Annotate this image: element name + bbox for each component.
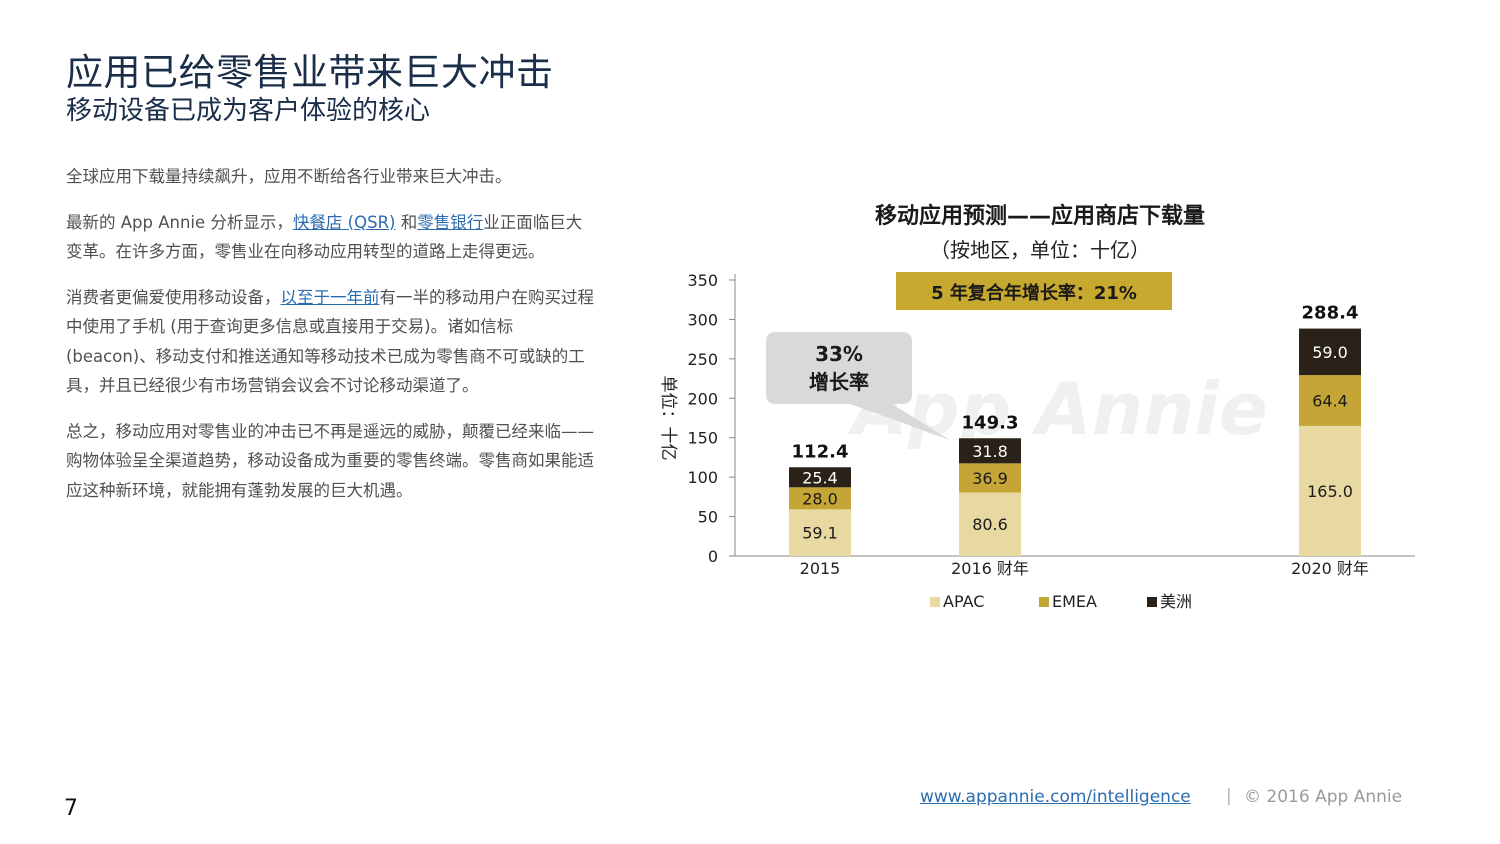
bar-segment bbox=[1299, 425, 1361, 556]
bar-value-label: 31.8 bbox=[972, 442, 1008, 461]
legend-swatch bbox=[1147, 597, 1157, 607]
footer-copyright: © 2016 App Annie bbox=[1244, 787, 1403, 807]
bar-total-label: 288.4 bbox=[1302, 303, 1359, 324]
x-tick-label: 2015 bbox=[800, 559, 841, 578]
stacked-bar-chart: App Annie 0 50 100 150 200 250 300 350 单位：十亿 2015… bbox=[658, 271, 1415, 611]
paragraph-2-text-c: 业正面临巨大变革。在许多方面，零售业在向移动应用转型的道路上走得更远。 bbox=[66, 212, 583, 262]
qsr-link[interactable]: 快餐店 (QSR) bbox=[292, 212, 396, 232]
paragraph-3-text-b: 有一半的移动用户在购买过程中使用了手机 (用于查询更多信息或直接用于交易)。诸如… bbox=[66, 287, 594, 396]
bar-segment bbox=[789, 509, 851, 556]
x-tick-label: 2020 财年 bbox=[1291, 559, 1369, 578]
growth-callout-line1: 33% bbox=[815, 342, 863, 366]
y-tick-label: 200 bbox=[687, 389, 718, 408]
bar-value-label: 59.0 bbox=[1312, 343, 1348, 362]
x-tick-label: 2016 财年 bbox=[951, 559, 1029, 578]
chart-watermark: App Annie bbox=[847, 367, 1268, 451]
bar-value-label: 28.0 bbox=[802, 489, 838, 508]
chart-title: 移动应用预测——应用商店下载量 bbox=[874, 204, 1205, 229]
bar-value-label: 64.4 bbox=[1312, 391, 1348, 410]
growth-callout-bubble bbox=[766, 332, 950, 440]
paragraph-1: 全球应用下载量持续飙升，应用不断给各行业带来巨大冲击。 bbox=[66, 167, 512, 186]
retail-banking-link[interactable]: 零售银行 bbox=[417, 212, 484, 232]
bar-segment bbox=[959, 438, 1021, 464]
y-tick-label: 50 bbox=[698, 508, 718, 527]
y-tick-label: 350 bbox=[687, 271, 718, 290]
cagr-text: 5 年复合年增长率：21% bbox=[931, 282, 1137, 304]
paragraph-2-text-a: 最新的 App Annie 分析显示， bbox=[66, 212, 293, 232]
footer-link[interactable]: www.appannie.com/intelligence bbox=[920, 787, 1191, 807]
bar-segment bbox=[959, 492, 1021, 556]
legend-swatch bbox=[1039, 597, 1049, 607]
y-tick-label: 100 bbox=[687, 468, 718, 487]
legend-label: APAC bbox=[943, 592, 984, 611]
legend-label: EMEA bbox=[1052, 592, 1097, 611]
bar-segment bbox=[1299, 375, 1361, 426]
paragraph-3: 消费者更偏爱使用移动设备，以至于一年前有一半的移动用户在购买过程中使用了手机 (… bbox=[66, 283, 598, 401]
y-tick-label: 250 bbox=[687, 350, 718, 369]
page-number: 7 bbox=[64, 796, 78, 821]
legend-label: 美洲 bbox=[1160, 592, 1192, 611]
paragraph-4: 总之，移动应用对零售业的冲击已不再是遥远的威胁，颠覆已经来临——购物体验呈全渠道… bbox=[66, 421, 594, 500]
y-tick-label: 0 bbox=[708, 547, 718, 566]
bar-value-label: 80.6 bbox=[972, 515, 1008, 534]
bar-segment bbox=[1299, 328, 1361, 376]
chart-subtitle: （按地区，单位：十亿） bbox=[930, 238, 1150, 262]
bar-segment bbox=[789, 487, 851, 510]
bar-total-label: 149.3 bbox=[962, 412, 1019, 433]
bar-value-label: 36.9 bbox=[972, 469, 1008, 488]
y-tick-label: 150 bbox=[687, 429, 718, 448]
cagr-banner bbox=[896, 272, 1172, 310]
page-title: 应用已给零售业带来巨大冲击 bbox=[66, 51, 554, 94]
bar-segment bbox=[959, 463, 1021, 493]
body-text: 全球应用下载量持续飙升，应用不断给各行业带来巨大冲击。 最新的 App Anni… bbox=[66, 162, 598, 521]
bar-value-label: 25.4 bbox=[802, 468, 838, 487]
bar-segment bbox=[789, 467, 851, 488]
footer-separator: | bbox=[1226, 786, 1232, 806]
page-subtitle: 移动设备已成为客户体验的核心 bbox=[66, 96, 431, 126]
y-axis-label: 单位：十亿 bbox=[658, 376, 678, 461]
paragraph-2: 最新的 App Annie 分析显示，快餐店 (QSR) 和零售银行业正面临巨大… bbox=[66, 208, 598, 267]
legend-swatch bbox=[930, 597, 940, 607]
bar-value-label: 165.0 bbox=[1307, 482, 1353, 501]
paragraph-2-text-b: 和 bbox=[395, 212, 418, 232]
year-ago-link[interactable]: 以至于一年前 bbox=[280, 287, 380, 307]
growth-callout-line2: 增长率 bbox=[809, 370, 869, 394]
y-tick-label: 300 bbox=[687, 310, 718, 329]
bar-value-label: 59.1 bbox=[802, 524, 838, 543]
bar-total-label: 112.4 bbox=[792, 441, 849, 462]
paragraph-3-text-a: 消费者更偏爱使用移动设备， bbox=[66, 287, 281, 307]
